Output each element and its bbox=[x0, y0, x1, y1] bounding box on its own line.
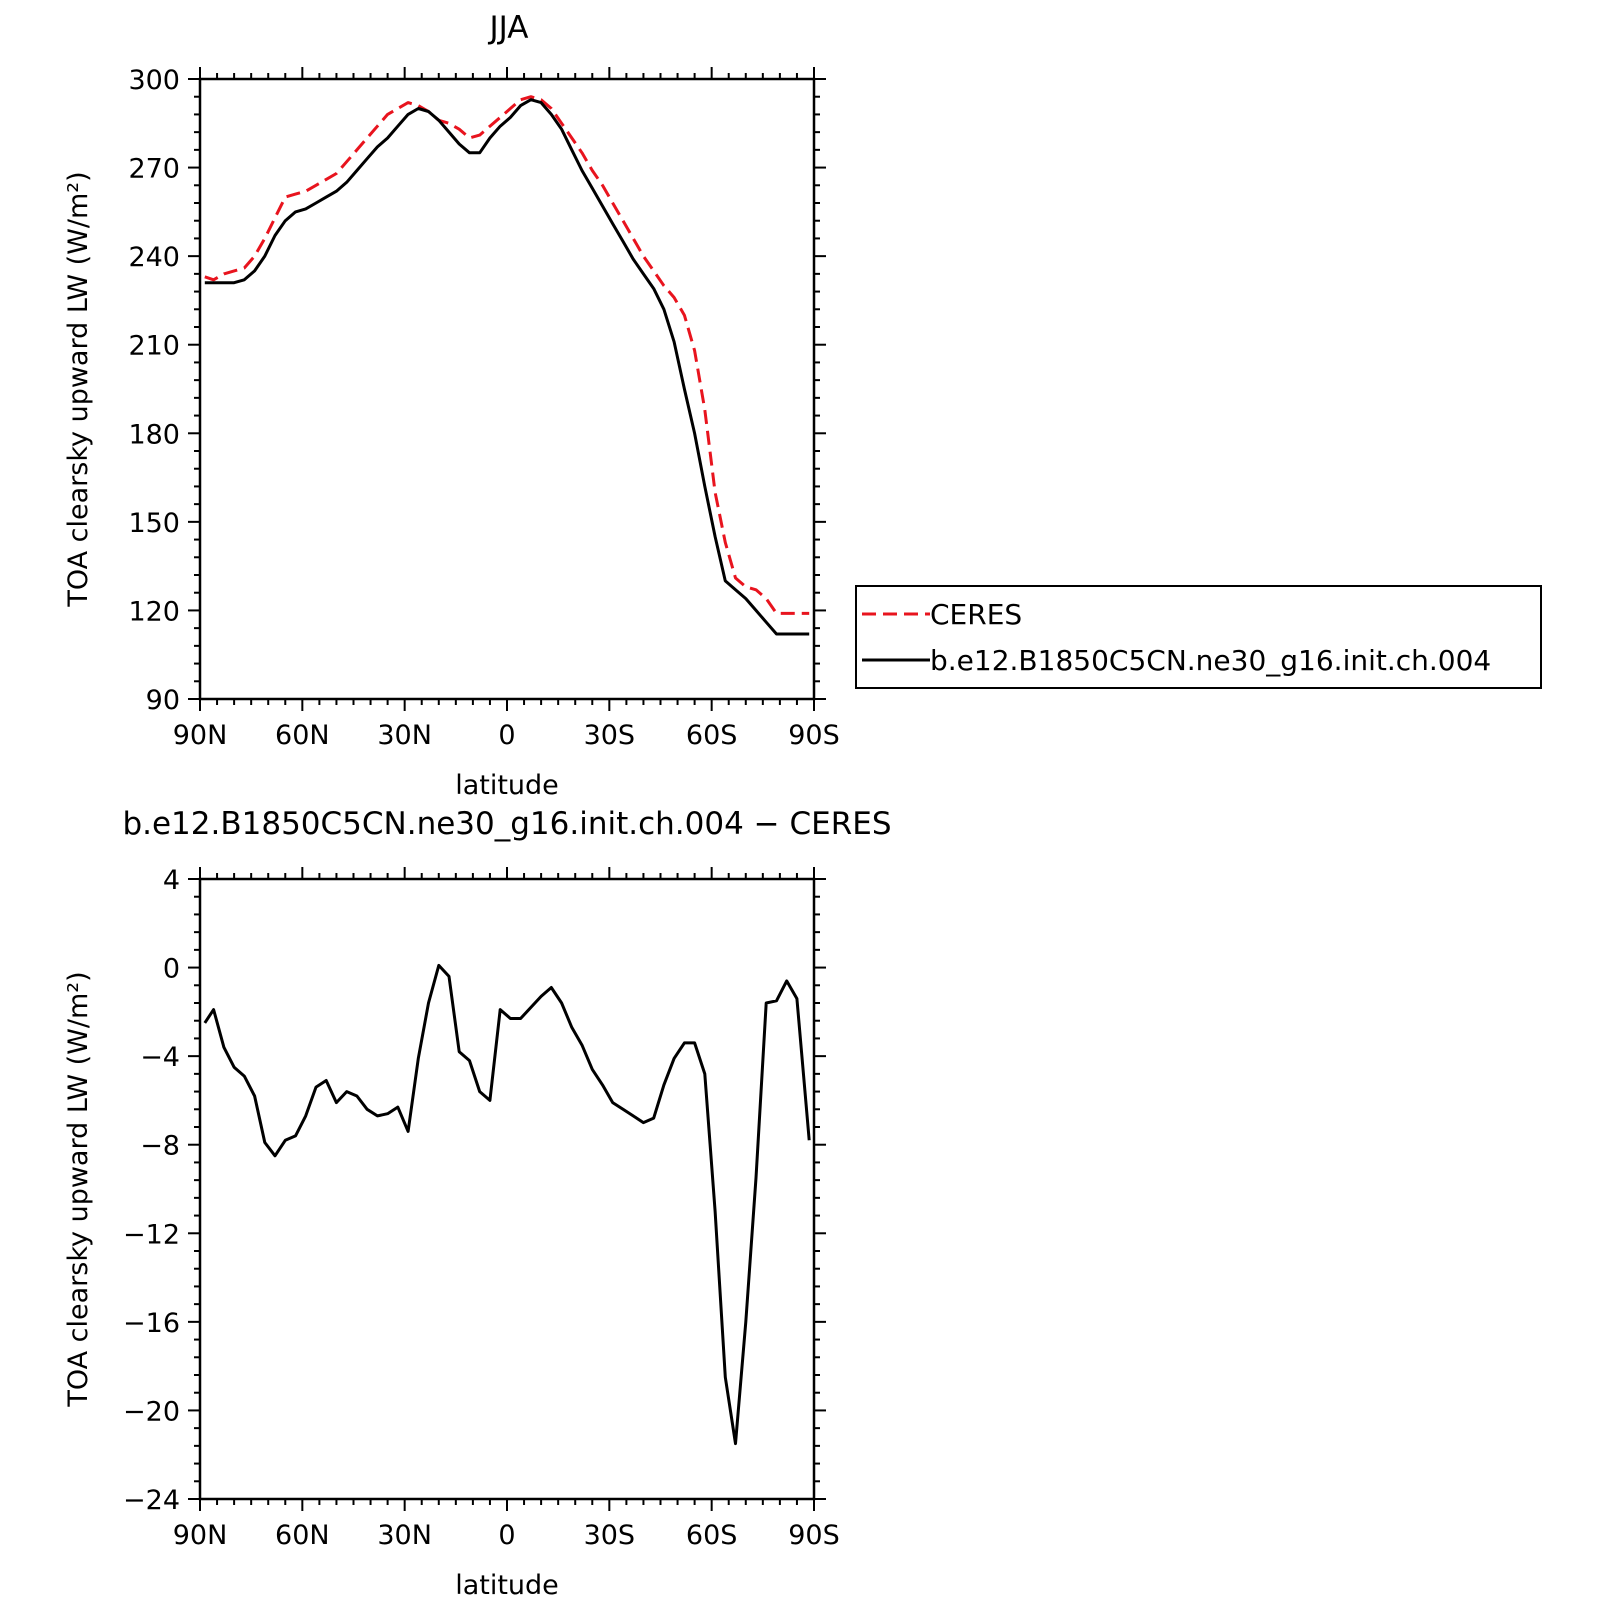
top-panel-x-tick-label: 60N bbox=[275, 720, 330, 751]
top-panel-y-tick-label: 180 bbox=[128, 419, 180, 450]
top-panel-y-tick-label: 120 bbox=[128, 596, 180, 627]
top-panel-y-tick-label: 300 bbox=[128, 65, 180, 96]
bottom-panel-x-tick-label: 90S bbox=[788, 1520, 840, 1551]
top-panel-frame bbox=[198, 77, 816, 701]
top-panel-x-tick-label: 60S bbox=[686, 720, 738, 751]
top-panel-x-tick-label: 0 bbox=[498, 720, 515, 751]
bottom-panel-y-tick-label: −20 bbox=[123, 1396, 180, 1427]
bottom-panel-lines bbox=[203, 963, 811, 1446]
bottom-panel-y-tick-label: −4 bbox=[140, 1042, 180, 1073]
top-panel-xlabel: latitude bbox=[455, 770, 559, 801]
bottom-panel-x-tick-label: 60N bbox=[275, 1520, 330, 1551]
top-panel-y-tick-label: 150 bbox=[128, 508, 180, 539]
bottom-panel-x-tick-label: 60S bbox=[686, 1520, 738, 1551]
top-panel-x-tick-label: 90S bbox=[788, 720, 840, 751]
legend-entry-ceres: CERES bbox=[930, 598, 1022, 631]
bottom-panel-x-tick-label: 0 bbox=[498, 1520, 515, 1551]
bottom-panel-ylabel: TOA clearsky upward LW (W/m²) bbox=[63, 971, 94, 1407]
bottom-panel-y-tick-label: −16 bbox=[123, 1308, 180, 1339]
top-panel: JJA 90N 60N 30N 0 30S 60S 90S 90 120 150 180 210 240… bbox=[63, 10, 840, 801]
top-panel-title: JJA bbox=[488, 10, 529, 46]
top-panel-lines bbox=[204, 95, 810, 636]
top-panel-x-tick-label: 90N bbox=[173, 720, 228, 751]
top-panel-y-tick-label: 210 bbox=[128, 331, 180, 362]
bottom-panel-frame bbox=[198, 877, 816, 1501]
bottom-panel-y-tick-label: 4 bbox=[163, 865, 180, 896]
bottom-panel-y-tick-label: −24 bbox=[123, 1485, 180, 1516]
bottom-panel-y-tick-label: 0 bbox=[163, 954, 180, 985]
top-panel-x-tick-label: 30N bbox=[377, 720, 432, 751]
legend: CERES b.e12.B1850C5CN.ne30_g16.init.ch.0… bbox=[855, 585, 1542, 689]
bottom-panel-title: b.e12.B1850C5CN.ne30_g16.init.ch.004 − C… bbox=[122, 806, 891, 842]
top-panel-y-tick-label: 90 bbox=[146, 685, 180, 716]
bottom-panel-ticks: 90N 60N 30N 0 30S 60S 90S 4 0 −4 −8 −12 −16 −20 −24 bbox=[123, 865, 840, 1551]
top-panel-series-line-1 bbox=[204, 98, 810, 636]
top-panel-ylabel: TOA clearsky upward LW (W/m²) bbox=[63, 171, 94, 607]
bottom-panel-y-tick-label: −8 bbox=[140, 1131, 180, 1162]
bottom-panel-xlabel: latitude bbox=[455, 1570, 559, 1601]
top-panel-series-line-0 bbox=[204, 95, 810, 615]
bottom-panel-x-tick-label: 30S bbox=[584, 1520, 636, 1551]
bottom-panel-x-tick-label: 30N bbox=[377, 1520, 432, 1551]
top-panel-ticks: 90N 60N 30N 0 30S 60S 90S 90 120 150 180 210 240 270 3… bbox=[128, 65, 839, 751]
legend-entry-model: b.e12.B1850C5CN.ne30_g16.init.ch.004 bbox=[930, 644, 1491, 677]
bottom-panel-x-tick-label: 90N bbox=[173, 1520, 228, 1551]
bottom-panel-y-tick-label: −12 bbox=[123, 1219, 180, 1250]
bottom-panel-series-line-0 bbox=[203, 963, 811, 1446]
bottom-panel: b.e12.B1850C5CN.ne30_g16.init.ch.004 − C… bbox=[63, 806, 892, 1601]
top-panel-y-tick-label: 240 bbox=[128, 242, 180, 273]
top-panel-x-tick-label: 30S bbox=[584, 720, 636, 751]
legend-frame bbox=[855, 585, 1542, 689]
top-panel-y-tick-label: 270 bbox=[128, 154, 180, 185]
